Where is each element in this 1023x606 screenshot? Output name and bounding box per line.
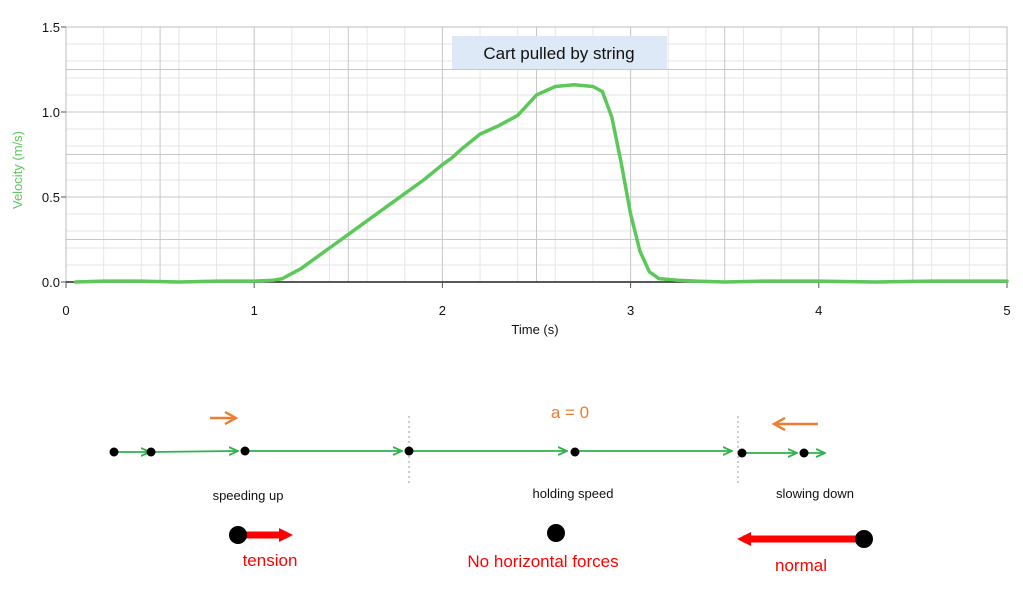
force-label-tension: tension: [243, 551, 298, 570]
phase-label-slowing-down: slowing down: [776, 486, 854, 501]
position-dot: [737, 448, 747, 458]
position-dot: [570, 447, 580, 457]
zero-acceleration-label: a = 0: [551, 403, 589, 422]
position-dot: [146, 447, 156, 457]
axis-ticks: 0 1 2 3 4 5 0.0 0.5 1.0 1.5: [42, 20, 1011, 318]
force-label-normal: normal: [775, 556, 827, 575]
y-tick-label: 1.5: [42, 20, 60, 35]
free-body-dot: [855, 530, 873, 548]
displacement-arrow: [150, 451, 237, 452]
y-tick-label: 0.0: [42, 275, 60, 290]
motion-diagram: a = 0 speeding up holding speed slowing …: [109, 403, 873, 575]
chart-title: Cart pulled by string: [483, 44, 634, 63]
x-tick-label: 5: [1003, 303, 1010, 318]
free-body-dot: [547, 524, 565, 542]
x-tick-label: 3: [627, 303, 634, 318]
position-dot: [799, 448, 809, 458]
x-axis-label: Time (s): [511, 322, 558, 337]
y-tick-label: 1.0: [42, 105, 60, 120]
y-axis-label: Velocity (m/s): [10, 131, 25, 209]
phase-label-speeding-up: speeding up: [213, 488, 284, 503]
x-tick-label: 4: [815, 303, 822, 318]
x-tick-label: 1: [251, 303, 258, 318]
velocity-series-line: [73, 83, 1009, 284]
position-dot: [109, 447, 119, 457]
position-dot: [404, 446, 414, 456]
free-body-dot: [229, 526, 247, 544]
position-dot: [240, 446, 250, 456]
chart-title-box: [452, 36, 667, 69]
x-tick-label: 2: [439, 303, 446, 318]
x-tick-label: 0: [62, 303, 69, 318]
y-tick-label: 0.5: [42, 190, 60, 205]
phase-label-holding-speed: holding speed: [533, 486, 614, 501]
velocity-time-chart: 0 1 2 3 4 5 0.0 0.5 1.0 1.5 Cart pulled by string…: [10, 20, 1011, 337]
force-label-no-forces: No horizontal forces: [467, 552, 618, 571]
